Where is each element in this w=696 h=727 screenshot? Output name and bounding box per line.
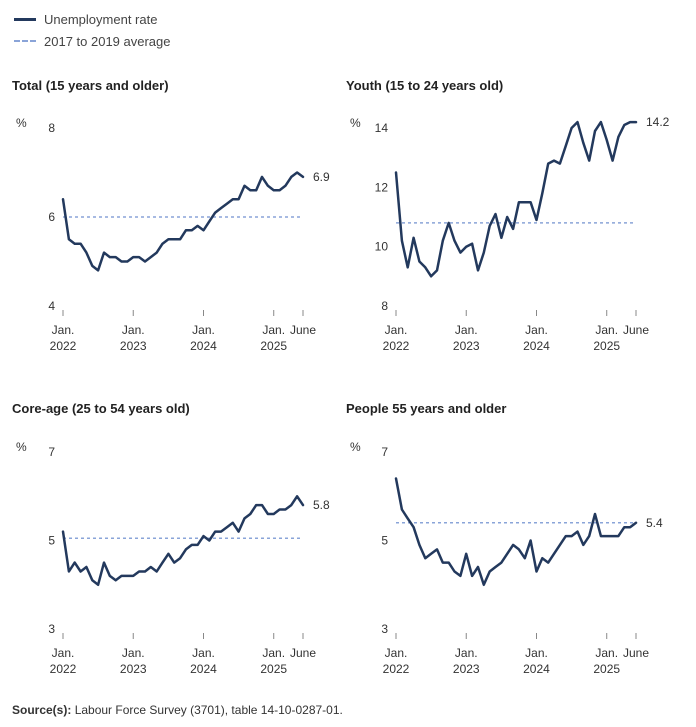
- x-tick-label: Jan.: [385, 323, 408, 337]
- y-tick-label: 7: [48, 445, 55, 459]
- x-tick-label: Jan.: [122, 646, 145, 660]
- y-axis-unit: %: [16, 116, 27, 130]
- x-tick-label: Jan.: [385, 646, 408, 660]
- x-tick-label: 2022: [50, 339, 77, 353]
- x-tick-label: 2024: [523, 662, 550, 676]
- x-tick-label: 2025: [593, 662, 620, 676]
- last-value-label: 14.2: [646, 115, 670, 129]
- x-tick-label: 2022: [383, 339, 410, 353]
- legend-swatch-solid: [14, 17, 36, 21]
- x-tick-label: Jan.: [262, 646, 285, 660]
- y-tick-label: 4: [48, 299, 55, 313]
- x-tick-label: 2023: [453, 662, 480, 676]
- x-tick-label: 2023: [453, 339, 480, 353]
- y-axis-unit: %: [350, 116, 361, 130]
- x-tick-label: 2024: [523, 339, 550, 353]
- chart-title: Core-age (25 to 54 years old): [12, 401, 190, 416]
- x-tick-label: June: [290, 323, 316, 337]
- y-tick-label: 14: [375, 121, 389, 135]
- x-tick-label: 2022: [383, 662, 410, 676]
- y-tick-label: 7: [381, 445, 388, 459]
- x-tick-label: 2022: [50, 662, 77, 676]
- rate-line: [61, 495, 305, 587]
- rate-line: [394, 477, 638, 587]
- x-tick-label: 2025: [593, 339, 620, 353]
- y-axis-unit: %: [350, 440, 361, 454]
- rate-line: [394, 120, 638, 278]
- legend-label-rate: Unemployment rate: [44, 11, 158, 27]
- x-tick-label: Jan.: [595, 323, 618, 337]
- y-tick-label: 3: [48, 622, 55, 636]
- y-tick-label: 3: [381, 622, 388, 636]
- last-value-label: 6.9: [313, 170, 330, 184]
- x-tick-label: 2023: [120, 339, 147, 353]
- x-tick-label: June: [290, 646, 316, 660]
- x-tick-label: Jan.: [525, 323, 548, 337]
- y-tick-label: 5: [381, 534, 388, 548]
- legend-label-average: 2017 to 2019 average: [44, 33, 171, 49]
- y-tick-label: 8: [48, 121, 55, 135]
- y-tick-label: 6: [48, 210, 55, 224]
- x-tick-label: Jan.: [122, 323, 145, 337]
- source-text: Labour Force Survey (3701), table 14-10-…: [74, 703, 343, 717]
- x-tick-label: Jan.: [192, 646, 215, 660]
- chart-title: People 55 years and older: [346, 401, 506, 416]
- x-tick-label: Jan.: [455, 323, 478, 337]
- x-tick-label: Jan.: [52, 323, 75, 337]
- source-label: Source(s):: [12, 703, 72, 717]
- last-value-label: 5.4: [646, 516, 663, 530]
- x-tick-label: June: [623, 323, 649, 337]
- last-value-label: 5.8: [313, 498, 330, 512]
- x-tick-label: Jan.: [192, 323, 215, 337]
- x-tick-label: Jan.: [525, 646, 548, 660]
- x-tick-label: Jan.: [595, 646, 618, 660]
- rate-line: [61, 171, 305, 272]
- x-tick-label: 2024: [190, 662, 217, 676]
- y-tick-label: 10: [375, 240, 389, 254]
- y-tick-label: 8: [381, 299, 388, 313]
- y-tick-label: 5: [48, 534, 55, 548]
- x-tick-label: 2023: [120, 662, 147, 676]
- x-tick-label: 2025: [260, 339, 287, 353]
- x-tick-label: 2025: [260, 662, 287, 676]
- legend-swatch-dashed: [14, 40, 36, 42]
- x-tick-label: 2024: [190, 339, 217, 353]
- legend-item-rate: Unemployment rate: [14, 8, 171, 30]
- y-axis-unit: %: [16, 440, 27, 454]
- source-note: Source(s): Labour Force Survey (3701), t…: [12, 703, 343, 717]
- x-tick-label: Jan.: [455, 646, 478, 660]
- x-tick-label: Jan.: [52, 646, 75, 660]
- y-tick-label: 12: [375, 180, 389, 194]
- chart-title: Total (15 years and older): [12, 78, 169, 93]
- legend: Unemployment rate 2017 to 2019 average: [14, 8, 171, 52]
- x-tick-label: June: [623, 646, 649, 660]
- chart-title: Youth (15 to 24 years old): [346, 78, 503, 93]
- legend-item-average: 2017 to 2019 average: [14, 30, 171, 52]
- x-tick-label: Jan.: [262, 323, 285, 337]
